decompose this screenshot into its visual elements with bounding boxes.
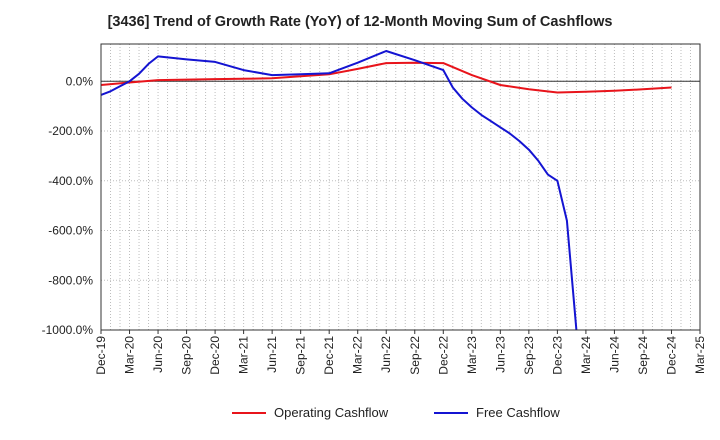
x-tick-label: Mar-24 [579,336,593,374]
x-tick-label: Jun-24 [607,336,621,373]
legend-item-free-cashflow: Free Cashflow [434,405,560,420]
series-layer [101,50,672,330]
series-line-free-cashflow [101,50,578,330]
y-tick-label: -200.0% [48,124,93,138]
grid-lines [101,44,700,331]
x-tick-label: Dec-19 [94,336,108,375]
y-axis-ticks: 0.0% -200.0% -400.0% -600.0% -800.0% -1000.0% [42,74,94,337]
x-tick-label: Jun-21 [265,336,279,373]
x-tick-label: Sep-22 [408,336,422,375]
x-tick-label: Dec-22 [436,336,450,375]
legend-item-operating-cashflow: Operating Cashflow [232,405,388,420]
y-tick-label: -1000.0% [42,323,94,337]
chart-title: [3436] Trend of Growth Rate (YoY) of 12-… [107,14,613,30]
x-tick-label: Jun-22 [379,336,393,373]
x-tick-label: Dec-24 [664,336,678,375]
x-tick-label: Mar-22 [351,336,365,374]
plot-frame [100,43,701,331]
x-tick-label: Mar-21 [237,336,251,374]
y-tick-label: -400.0% [48,174,93,188]
x-tick-label: Dec-23 [550,336,564,375]
legend-label-free: Free Cashflow [476,405,560,420]
legend-label-operating: Operating Cashflow [274,405,389,420]
series-line-operating-cashflow [101,61,672,94]
legend-swatch-operating [232,411,266,414]
x-tick-label: Jun-23 [493,336,507,373]
x-tick-label: Sep-21 [294,336,308,375]
y-tick-label: -800.0% [48,273,93,287]
x-tick-label: Sep-24 [636,336,650,375]
x-tick-label: Jun-20 [151,336,165,373]
legend-swatch-free [434,411,468,414]
x-axis-ticks: Dec-19 Mar-20 Jun-20 Sep-20 Dec-20 Mar-21 Jun-… [94,330,707,375]
x-tick-label: Dec-20 [208,336,222,375]
x-tick-label: Dec-21 [322,336,336,375]
x-tick-label: Mar-20 [123,336,137,374]
x-tick-label: Sep-23 [522,336,536,375]
x-tick-label: Mar-25 [693,336,707,374]
x-tick-label: Sep-20 [180,336,194,375]
y-tick-label: 0.0% [66,74,94,88]
legend: Operating Cashflow Free Cashflow [0,405,720,425]
x-tick-label: Mar-23 [465,336,479,374]
y-tick-label: -600.0% [48,224,93,238]
